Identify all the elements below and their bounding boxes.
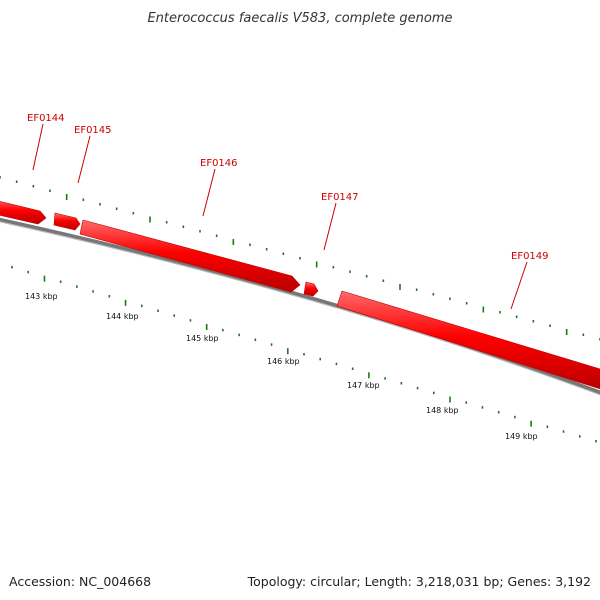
gene-label-ef0149[interactable]: EF0149 <box>511 251 549 262</box>
gene-arrow-ef0147[interactable] <box>303 281 319 297</box>
scale-label: 143 kbp <box>25 292 58 301</box>
gene-leader-ef0149 <box>510 261 528 310</box>
label-layer: EF0144 EF0145 EF0146 EF0147 EF0149 <box>27 113 549 310</box>
gene-arrow-ef0146[interactable] <box>79 219 301 293</box>
gene-leader-ef0147 <box>323 202 337 251</box>
backbone-shadow <box>0 220 600 396</box>
map-title: Enterococcus faecalis V583, complete gen… <box>147 11 452 26</box>
scale-label: 149 kbp <box>505 432 538 441</box>
gene-arrow-ef0145[interactable] <box>53 212 81 231</box>
accession-text: Accession: NC_004668 <box>9 574 151 589</box>
gene-layer <box>0 199 600 392</box>
backbone <box>0 217 600 395</box>
gene-label-ef0144[interactable]: EF0144 <box>27 113 65 124</box>
gene-arrow-ef0149[interactable] <box>336 290 600 392</box>
scale-label: 145 kbp <box>186 334 219 343</box>
gene-leader-ef0146 <box>202 168 216 217</box>
gene-arrow-ef0144[interactable] <box>0 199 47 225</box>
kbp-label-layer: 143 kbp 144 kbp 145 kbp 146 kbp 147 kbp … <box>25 292 538 441</box>
scale-label: 147 kbp <box>347 381 380 390</box>
gene-label-ef0145[interactable]: EF0145 <box>74 125 112 136</box>
genome-summary-text: Topology: circular; Length: 3,218,031 bp… <box>247 574 591 589</box>
tick-layer <box>0 176 600 443</box>
gene-leader-ef0144 <box>32 123 44 171</box>
scale-label: 144 kbp <box>106 312 139 321</box>
scale-label: 146 kbp <box>267 357 300 366</box>
gene-label-ef0147[interactable]: EF0147 <box>321 192 359 203</box>
gene-leader-ef0145 <box>77 135 91 184</box>
gene-label-ef0146[interactable]: EF0146 <box>200 158 238 169</box>
scale-label: 148 kbp <box>426 406 459 415</box>
